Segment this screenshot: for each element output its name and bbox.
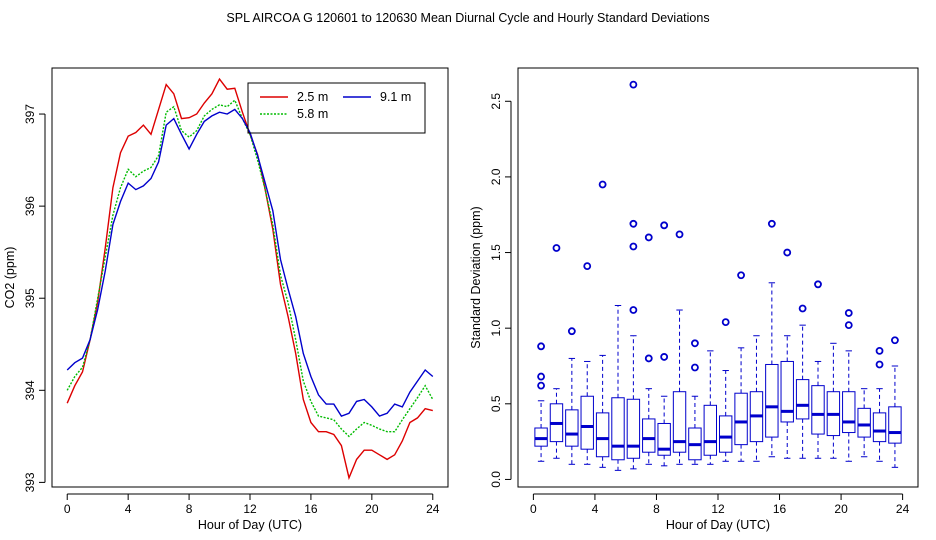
right-x-tick-label: 20 (834, 502, 848, 516)
left-y-tick-label: 395 (23, 288, 37, 308)
outlier-point (629, 242, 638, 251)
outlier-point (537, 381, 545, 390)
box-iqr (565, 409, 579, 447)
left-y-tick-label: 394 (23, 380, 37, 400)
outlier-point (691, 339, 699, 348)
box-iqr (888, 406, 902, 444)
right-x-tick-label: 12 (711, 502, 725, 516)
legend-label: 2.5 m (297, 90, 328, 104)
left-x-tick-label: 4 (125, 502, 132, 516)
box-iqr (842, 391, 856, 434)
right-y-tick-label: 1.0 (489, 320, 503, 337)
box-iqr (780, 360, 794, 423)
outlier-point (783, 248, 792, 257)
right-x-tick-label: 16 (773, 502, 787, 516)
outlier-point (844, 309, 853, 317)
right-y-tick-label: 2.0 (489, 168, 503, 185)
outlier-point (629, 80, 638, 89)
outlier-point (598, 180, 607, 189)
right-x-axis-label: Hour of Day (UTC) (666, 518, 770, 532)
legend-box (247, 82, 426, 134)
outlier-point (875, 346, 884, 355)
legend-label: 9.1 m (380, 90, 411, 104)
outlier-point (583, 262, 592, 271)
right-x-tick-label: 4 (592, 502, 599, 516)
outlier-point (891, 336, 899, 345)
outlier-point (567, 327, 576, 336)
box-iqr (534, 427, 548, 447)
right-y-tick-label: 0.5 (489, 395, 503, 412)
outlier-point (629, 219, 638, 228)
co2-diurnal-cycle-panel: 0 4 8 12 16 20 24 393 394 395 396 397 Hour of Day (U… (3, 67, 449, 532)
right-plot-frame (517, 67, 919, 488)
left-y-axis-label: CO2 (ppm) (3, 247, 17, 309)
outlier-point (552, 244, 561, 252)
outlier-point (798, 304, 807, 313)
legend-label: 5.8 m (297, 107, 328, 121)
outlier-point (844, 321, 853, 330)
outlier-point (814, 280, 822, 289)
outlier-point (767, 219, 776, 228)
outlier-point (660, 221, 669, 230)
outlier-point (644, 354, 653, 363)
left-x-tick-label: 24 (426, 502, 440, 516)
box-iqr (718, 415, 733, 453)
left-x-tick-label: 20 (365, 502, 379, 516)
outlier-point (660, 353, 669, 361)
box-iqr (611, 397, 625, 461)
left-y-tick-label: 397 (23, 104, 37, 124)
right-x-tick-label: 0 (530, 502, 537, 516)
box-iqr (811, 385, 825, 435)
right-y-tick-label: 2.5 (489, 93, 503, 110)
left-x-tick-label: 8 (186, 502, 193, 516)
box-iqr (703, 404, 718, 456)
outlier-point (691, 363, 699, 372)
box-iqr (672, 391, 687, 453)
box-iqr (765, 363, 779, 438)
left-y-tick-label: 396 (23, 196, 37, 216)
box-iqr (580, 395, 594, 450)
left-plot-frame (51, 67, 449, 488)
series-line-9-1-m-m (66, 108, 434, 417)
right-y-axis-label: Standard Deviation (ppm) (469, 206, 483, 348)
box-iqr (734, 392, 748, 446)
right-x-tick-label: 8 (653, 502, 660, 516)
left-y-tick-label: 393 (23, 472, 37, 492)
right-x-tick-label: 24 (896, 502, 910, 516)
outlier-point (537, 342, 545, 351)
series-line-2-5-m-m (66, 77, 433, 481)
outlier-point (721, 318, 730, 327)
outlier-point (537, 372, 545, 381)
right-y-tick-label: 0.0 (489, 471, 503, 488)
standard-deviation-boxplot-panel: 0 4 8 12 16 20 24 0.0 0.5 1.0 1.5 2.0 2.5 Hour of Day… (469, 67, 919, 532)
figure-title: SPL AIRCOA G 120601 to 120630 Mean Diurn… (226, 11, 709, 25)
box-iqr (642, 418, 656, 453)
box-iqr (872, 412, 887, 443)
left-x-axis-label: Hour of Day (UTC) (198, 518, 302, 532)
box-iqr (795, 379, 810, 420)
box-iqr (595, 412, 610, 458)
box-iqr (857, 407, 871, 438)
outlier-point (875, 360, 884, 369)
left-x-tick-label: 0 (64, 502, 71, 516)
outlier-point (644, 233, 653, 242)
box-iqr (626, 398, 641, 459)
outlier-point (629, 306, 638, 314)
right-y-tick-label: 1.5 (489, 244, 503, 261)
outlier-point (675, 230, 684, 239)
left-x-tick-label: 16 (304, 502, 318, 516)
box-iqr (657, 422, 671, 456)
left-x-tick-label: 12 (243, 502, 257, 516)
outlier-point (737, 271, 745, 280)
